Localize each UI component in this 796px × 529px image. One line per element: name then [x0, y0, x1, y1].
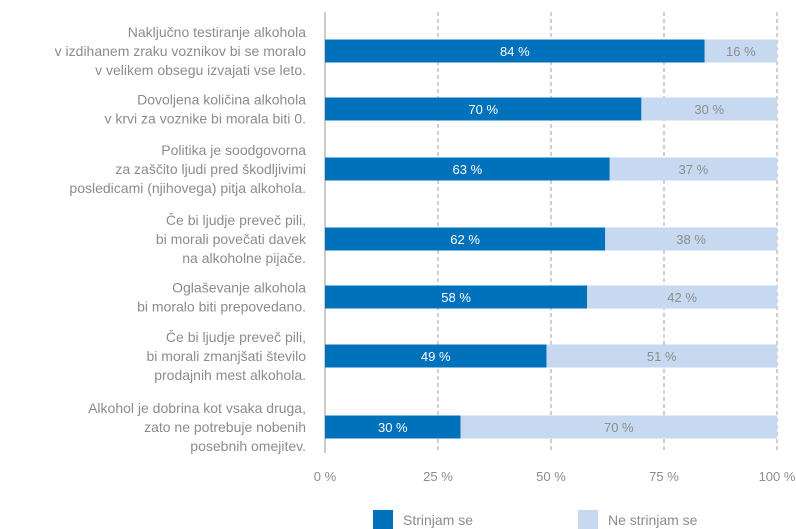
category-label-line: Če bi ljudje preveč pili,	[166, 329, 306, 345]
category-label-line: zato ne potrebuje nobenih	[144, 419, 306, 435]
x-tick-label: 75 %	[649, 469, 679, 484]
bar-ne-strinjam-se	[605, 227, 777, 251]
category-label-line: posledicami (njihovega) pitja alkohola.	[69, 180, 306, 196]
category-label-line: na alkoholne pijače.	[182, 250, 306, 266]
data-label: 38 %	[676, 232, 706, 247]
category-label: Dovoljena količina alkohola v krvi za voz…	[104, 92, 306, 127]
data-label: 30 %	[694, 102, 724, 117]
data-label: 70 %	[468, 102, 498, 117]
bar-strinjam-se	[325, 157, 610, 181]
x-tick-label: 25 %	[423, 469, 453, 484]
data-label: 58 %	[441, 290, 471, 305]
category-label: Če bi ljudje preveč pili, bi morali zmanj…	[147, 329, 307, 383]
category-label: Če bi ljudje preveč pili, bi morali poveč…	[156, 212, 307, 266]
x-tick-label: 0 %	[314, 469, 337, 484]
data-label: 70 %	[604, 420, 634, 435]
bar-strinjam-se	[325, 415, 461, 439]
bar-ne-strinjam-se	[587, 285, 777, 309]
category-label-line: prodajnih mest alkohola.	[154, 367, 306, 383]
category-label-line: bi moralo biti prepovedano.	[137, 299, 306, 315]
bar-strinjam-se	[325, 227, 606, 251]
category-label-line: bi morali povečati davek	[156, 231, 307, 247]
category-label-line: Če bi ljudje preveč pili,	[166, 212, 306, 228]
legend-swatch	[578, 510, 598, 529]
data-label: 42 %	[667, 290, 697, 305]
data-label: 16 %	[726, 44, 756, 59]
category-label-line: v velikem obsegu izvajati vse leto.	[95, 62, 306, 78]
data-label: 49 %	[421, 349, 451, 364]
legend-swatch	[373, 510, 393, 529]
category-label-line: posebnih omejitev.	[190, 438, 306, 454]
x-tick-label: 100 %	[759, 469, 796, 484]
x-tick-label: 50 %	[536, 469, 566, 484]
data-label: 84 %	[500, 44, 530, 59]
category-label-line: Politika je soodgovorna	[161, 142, 306, 158]
bar-strinjam-se	[325, 285, 588, 309]
category-label-line: v krvi za voznike bi morala biti 0.	[104, 111, 306, 127]
data-label: 37 %	[679, 162, 709, 177]
category-label-line: v izdihanem zraku voznikov bi se moralo	[55, 43, 307, 59]
legend-label: Ne strinjam se	[608, 512, 698, 528]
category-label-line: Dovoljena količina alkohola	[137, 92, 306, 108]
bar-ne-strinjam-se	[460, 415, 777, 439]
data-label: 63 %	[453, 162, 483, 177]
data-label: 51 %	[647, 349, 677, 364]
bar-ne-strinjam-se	[704, 39, 777, 63]
data-label: 30 %	[378, 420, 408, 435]
category-label-line: Oglaševanje alkohola	[172, 280, 306, 296]
category-label-line: Naključno testiranje alkohola	[128, 24, 306, 40]
category-label-line: za zaščito ljudi pred škodljivimi	[115, 161, 306, 177]
legend-label: Strinjam se	[403, 512, 473, 528]
data-label: 62 %	[450, 232, 480, 247]
bars: 84 % 16 % 70 % 30 % 63 % 37 % 62 % 38 % 58 % 42 %…	[325, 39, 777, 439]
category-label-line: Alkohol je dobrina kot vsaka druga,	[88, 400, 306, 416]
category-label: Oglaševanje alkohola bi moralo biti prepo…	[137, 280, 306, 315]
category-label: Politika je soodgovorna za zaščito ljudi …	[69, 142, 306, 196]
bar-ne-strinjam-se	[609, 157, 777, 181]
legend: Strinjam se Ne strinjam se	[373, 510, 698, 529]
bar-strinjam-se	[325, 39, 705, 63]
category-label-line: bi morali zmanjšati število	[147, 348, 307, 364]
bar-strinjam-se	[325, 97, 642, 121]
x-axis-ticks: 0 % 25 % 50 % 75 % 100 %	[314, 469, 796, 484]
bar-strinjam-se	[325, 344, 547, 368]
bar-ne-strinjam-se	[641, 97, 777, 121]
category-label: Alkohol je dobrina kot vsaka druga, zato …	[88, 400, 306, 454]
bar-ne-strinjam-se	[546, 344, 777, 368]
category-labels: Naključno testiranje alkohola v izdihanem…	[55, 24, 307, 454]
category-label: Naključno testiranje alkohola v izdihanem…	[55, 24, 307, 78]
